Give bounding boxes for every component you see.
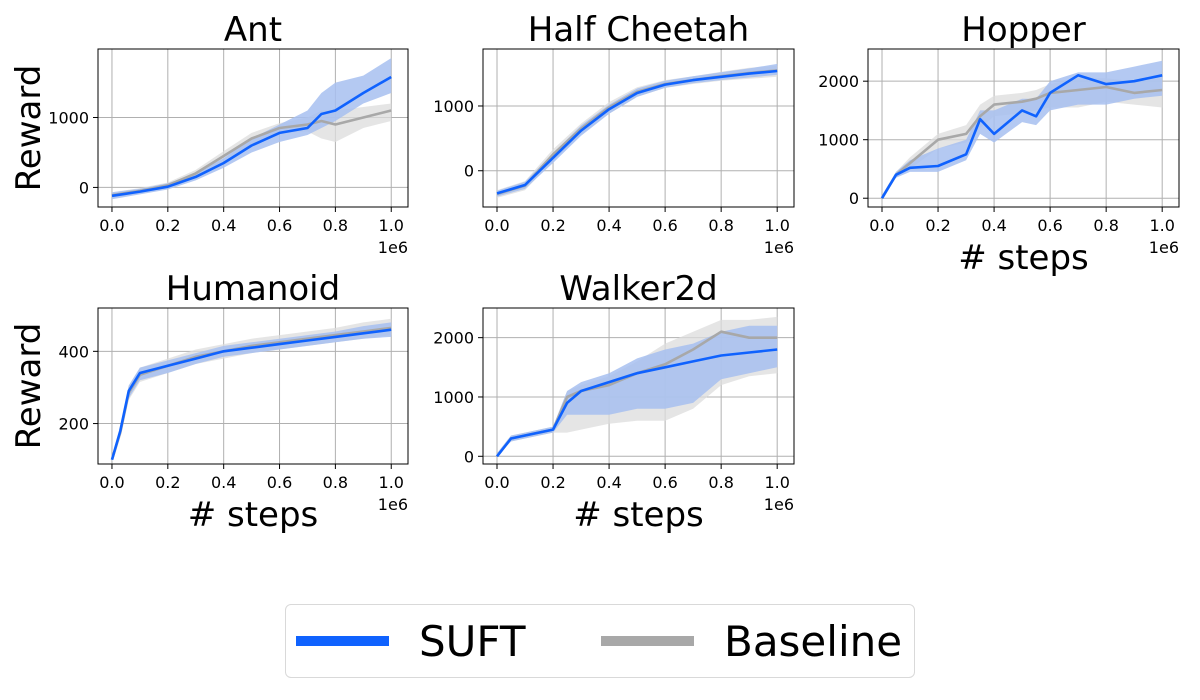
x-tick-label: 0.2 xyxy=(540,216,565,235)
chart-title: Ant xyxy=(224,10,282,50)
x-tick-label: 0.0 xyxy=(99,216,124,235)
axes-frame xyxy=(97,48,409,208)
legend-label-suft: SUFT xyxy=(419,616,526,666)
x-tick-label: 0.4 xyxy=(596,473,621,492)
y-tick-label: 1000 xyxy=(433,388,474,407)
series-line-baseline xyxy=(880,85,1163,199)
legend-swatch-suft xyxy=(296,636,389,646)
band-suft xyxy=(112,322,392,462)
x-tick-label: 0.8 xyxy=(708,473,733,492)
chart-title: Half Cheetah xyxy=(528,10,749,50)
axes-frame xyxy=(867,48,1180,208)
y-tick-label: 1000 xyxy=(818,131,859,150)
plot-area xyxy=(111,58,392,200)
series-line-suft xyxy=(880,74,1163,199)
plot-area xyxy=(495,316,778,458)
chart-half-cheetah: 0.0 0.2 0.4 0.6 0.8 1.0 0 1000 1e6 Half Cheetah xyxy=(433,10,795,257)
series-line-suft xyxy=(496,69,778,195)
x-offset-label: 1e6 xyxy=(378,495,408,514)
x-tick-label: 1.0 xyxy=(1149,216,1174,235)
axes-frame xyxy=(97,307,409,465)
x-tick-label: 0.2 xyxy=(925,216,950,235)
y-tick-label: 0 xyxy=(464,447,474,466)
x-tick-label: 0.6 xyxy=(652,216,677,235)
legend-swatch-baseline xyxy=(601,636,694,646)
x-tick-label: 1.0 xyxy=(764,216,789,235)
x-tick-label: 0.4 xyxy=(211,473,236,492)
series-line-suft xyxy=(495,348,778,458)
chart-hopper: 0.0 0.2 0.4 0.6 0.8 1.0 0 1000 2000 1e6 Hopper # st… xyxy=(818,10,1180,278)
y-tick-label: 0 xyxy=(79,178,89,197)
y-tick-label: 1000 xyxy=(433,97,474,116)
x-offset-label: 1e6 xyxy=(764,495,794,514)
band-suft xyxy=(112,58,392,200)
y-axis-label: Reward xyxy=(9,323,49,450)
x-offset-label: 1e6 xyxy=(764,238,794,257)
chart-ant: 0.0 0.2 0.4 0.6 0.8 1.0 0 1000 1e6 Ant Reward xyxy=(9,10,409,257)
x-tick-label: 0.4 xyxy=(981,216,1006,235)
y-tick-label: 1000 xyxy=(48,109,89,128)
x-axis-label: # steps xyxy=(573,495,704,535)
x-tick-label: 0.8 xyxy=(1093,216,1118,235)
band-suft xyxy=(497,325,778,457)
band-suft xyxy=(497,63,778,197)
x-axis-label: # steps xyxy=(958,238,1089,278)
legend-item-suft: SUFT xyxy=(296,605,525,677)
x-tick-label: 0.8 xyxy=(708,216,733,235)
chart-humanoid: 0.0 0.2 0.4 0.6 0.8 1.0 200 400 1e6 Humanoid # ste… xyxy=(9,269,409,535)
chart-title: Humanoid xyxy=(166,269,340,309)
x-tick-label: 0.6 xyxy=(1037,216,1062,235)
band-suft xyxy=(882,60,1163,199)
axes-frame xyxy=(482,48,795,208)
x-tick-label: 0.2 xyxy=(155,473,180,492)
y-axis-label: Reward xyxy=(9,65,49,192)
x-tick-label: 0.6 xyxy=(267,216,292,235)
legend: SUFT Baseline xyxy=(285,604,915,678)
series-line-suft xyxy=(110,328,392,461)
x-tick-label: 0.0 xyxy=(484,216,509,235)
x-tick-label: 1.0 xyxy=(764,473,789,492)
chart-title: Walker2d xyxy=(559,269,717,309)
plot-area xyxy=(110,318,392,462)
x-tick-label: 0.6 xyxy=(652,473,677,492)
axes-frame xyxy=(482,307,795,465)
x-tick-label: 0.6 xyxy=(267,473,292,492)
chart-walker2d: 0.0 0.2 0.4 0.6 0.8 1.0 0 1000 2000 1e6 Walker2d # … xyxy=(433,269,795,535)
plot-area xyxy=(496,63,778,198)
chart-title: Hopper xyxy=(961,10,1085,50)
x-axis-label: # steps xyxy=(188,495,319,535)
y-tick-label: 2000 xyxy=(818,72,859,91)
x-tick-label: 0.0 xyxy=(99,473,124,492)
x-tick-label: 0.2 xyxy=(155,216,180,235)
y-tick-label: 400 xyxy=(58,342,89,361)
y-tick-label: 0 xyxy=(464,162,474,181)
x-tick-label: 1.0 xyxy=(379,216,404,235)
plot-area xyxy=(880,60,1163,199)
band-baseline xyxy=(497,65,778,198)
x-tick-label: 1.0 xyxy=(379,473,404,492)
x-tick-label: 0.8 xyxy=(323,473,348,492)
y-tick-label: 2000 xyxy=(433,329,474,348)
series-line-suft xyxy=(111,75,392,198)
legend-label-baseline: Baseline xyxy=(724,616,903,666)
x-tick-label: 0.4 xyxy=(211,216,236,235)
x-offset-label: 1e6 xyxy=(1149,238,1179,257)
x-tick-label: 0.4 xyxy=(596,216,621,235)
x-offset-label: 1e6 xyxy=(378,238,408,257)
band-baseline xyxy=(112,318,392,462)
legend-item-baseline: Baseline xyxy=(601,605,902,677)
x-tick-label: 0.8 xyxy=(323,216,348,235)
y-tick-label: 0 xyxy=(849,189,859,208)
x-tick-label: 0.2 xyxy=(540,473,565,492)
x-tick-label: 0.0 xyxy=(484,473,509,492)
x-tick-label: 0.0 xyxy=(869,216,894,235)
y-tick-label: 200 xyxy=(58,415,89,434)
